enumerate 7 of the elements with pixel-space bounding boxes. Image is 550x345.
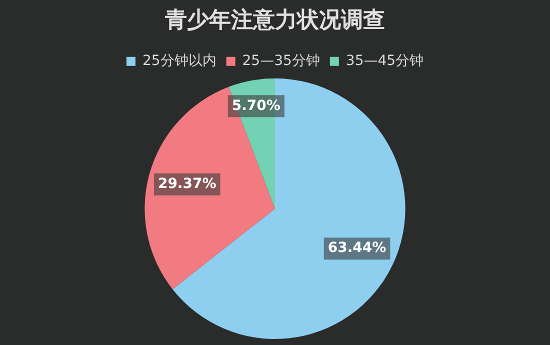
data-label: 63.44% (328, 240, 386, 256)
chart-title: 青少年注意力状况调查 (164, 6, 385, 33)
legend-label: 25分钟以内 (142, 53, 216, 70)
legend-label: 35—45分钟 (346, 53, 424, 70)
data-label: 5.70% (232, 98, 280, 114)
data-label: 29.37% (158, 176, 216, 192)
legend-label: 25—35分钟 (242, 53, 320, 70)
